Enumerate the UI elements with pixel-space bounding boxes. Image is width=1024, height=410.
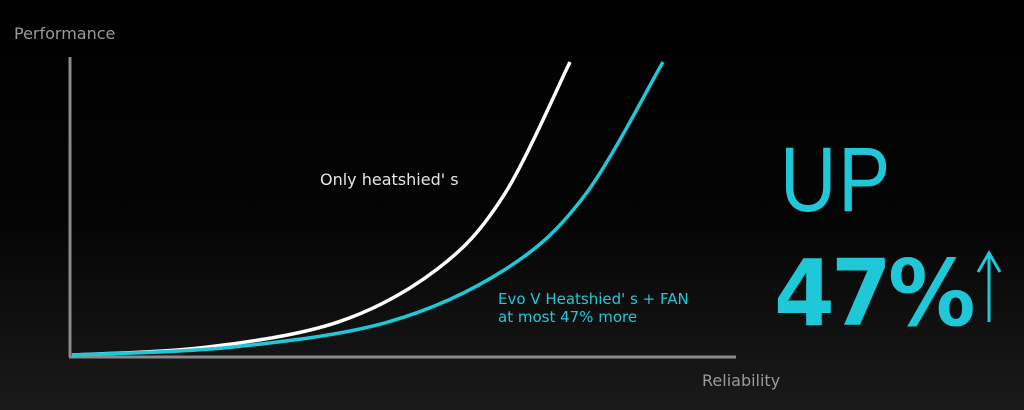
x-axis-label: Reliability bbox=[702, 371, 781, 390]
y-axis-label: Performance bbox=[14, 24, 116, 43]
series-label-fan-title: Evo V Heatshied' s + FAN bbox=[498, 290, 689, 308]
series-label-heatshield: Only heatshied' s bbox=[320, 170, 459, 189]
arrow-up-icon bbox=[976, 250, 1002, 322]
series-line-0 bbox=[71, 61, 572, 357]
series-label-fan: Evo V Heatshied' s + FAN at most 47% mor… bbox=[498, 290, 689, 326]
series-line-1 bbox=[71, 61, 665, 357]
callout-up: UP bbox=[780, 129, 893, 231]
series-label-fan-note: at most 47% more bbox=[498, 308, 638, 326]
callout-percent: 47% bbox=[774, 240, 976, 347]
